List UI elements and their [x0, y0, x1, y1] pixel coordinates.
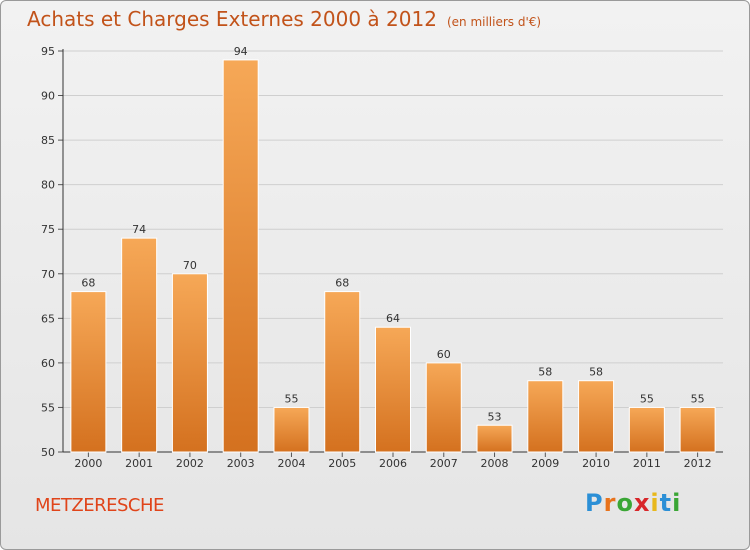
value-label-2003: 94	[234, 45, 248, 58]
x-tick-label-2003: 2003	[227, 457, 255, 470]
bar-2008	[476, 424, 513, 453]
logo-letter: i	[672, 489, 682, 517]
value-label-2002: 70	[183, 259, 197, 272]
bar-2012	[679, 406, 716, 453]
logo-letter: i	[650, 489, 660, 517]
bar-2010	[578, 380, 615, 453]
unit-note: (en milliers d'€)	[446, 15, 542, 29]
x-tick-label-2012: 2012	[684, 457, 712, 470]
x-tick-label-2010: 2010	[582, 457, 610, 470]
bar-2004	[273, 406, 310, 453]
value-label-2006: 64	[386, 312, 400, 325]
proxiti-logo: Proxiti	[585, 489, 681, 517]
y-tick-label: 60	[41, 357, 55, 370]
x-tick-label-2002: 2002	[176, 457, 204, 470]
logo-letter: x	[633, 489, 651, 517]
y-tick-label: 65	[41, 312, 55, 325]
value-label-2009: 58	[538, 366, 552, 379]
x-tick-label-2006: 2006	[379, 457, 407, 470]
bar-2000	[70, 291, 107, 453]
x-tick-label-2011: 2011	[633, 457, 661, 470]
labels: 50 55 60 65 70 75 80 85 90 95 68 2000 74 2001 70 2002 94…	[41, 45, 712, 470]
y-tick-label: 85	[41, 134, 55, 147]
y-tick-label: 90	[41, 90, 55, 103]
bar-2006	[375, 326, 411, 453]
value-label-2008: 53	[488, 410, 502, 423]
bar-2011	[628, 406, 665, 453]
bars	[70, 59, 716, 453]
bar-2002	[171, 273, 208, 453]
x-tick-label-2009: 2009	[531, 457, 559, 470]
value-label-2007: 60	[437, 348, 451, 361]
bar-2005	[324, 291, 361, 453]
logo-letter: r	[603, 489, 617, 517]
bar-2007	[425, 362, 462, 453]
x-tick-label-2001: 2001	[125, 457, 153, 470]
logo-letter: t	[659, 489, 673, 517]
logo-letter: o	[616, 489, 634, 517]
value-label-2011: 55	[640, 392, 654, 405]
value-label-2004: 55	[284, 392, 298, 405]
value-label-2000: 68	[81, 277, 95, 290]
value-label-2010: 58	[589, 366, 603, 379]
y-tick-label: 55	[41, 401, 55, 414]
y-tick-label: 75	[41, 223, 55, 236]
x-tick-label-2004: 2004	[277, 457, 305, 470]
value-label-2005: 68	[335, 277, 349, 290]
x-tick-label-2007: 2007	[430, 457, 458, 470]
logo-letter: P	[585, 489, 604, 517]
bar-2009	[527, 380, 564, 453]
commune-name: METZERESCHE	[35, 495, 164, 516]
y-tick-label: 70	[41, 268, 55, 281]
chart-title: Achats et Charges Externes 2000 à 2012 (e…	[27, 7, 541, 31]
y-tick-label: 50	[41, 446, 55, 459]
bar-2003	[222, 59, 259, 453]
y-tick-label: 95	[41, 45, 55, 58]
title-text: Achats et Charges Externes 2000 à 2012	[27, 7, 437, 31]
y-tick-label: 80	[41, 179, 55, 192]
x-tick-label-2000: 2000	[74, 457, 102, 470]
value-label-2001: 74	[132, 223, 146, 236]
x-tick-label-2008: 2008	[481, 457, 509, 470]
x-tick-label-2005: 2005	[328, 457, 356, 470]
bar-2001	[121, 237, 158, 453]
value-label-2012: 55	[691, 392, 705, 405]
